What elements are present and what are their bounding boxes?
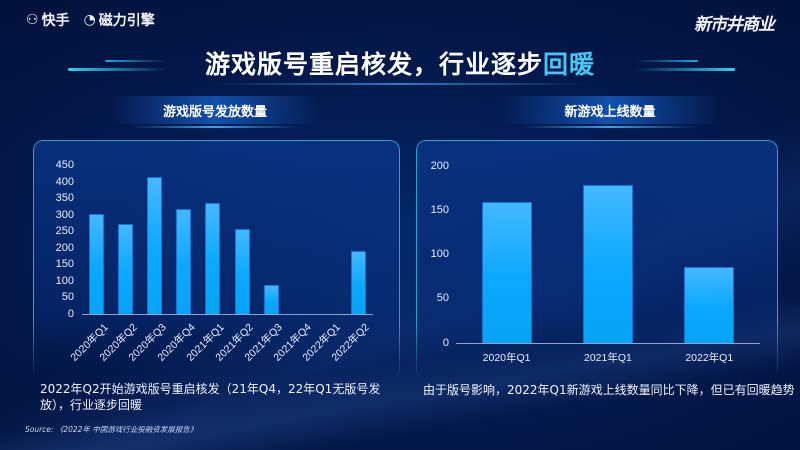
- chart-bar: [481, 201, 532, 343]
- x-axis-line: [82, 314, 373, 315]
- y-axis-tick-label: 350: [55, 192, 74, 205]
- chart-bar: [89, 214, 105, 314]
- y-axis-tick-label: 200: [430, 159, 449, 172]
- y-axis-tick-label: 200: [55, 241, 74, 254]
- chart-bar: [263, 285, 279, 314]
- chart-bar: [147, 177, 163, 314]
- y-axis-tick-label: 150: [55, 258, 74, 271]
- cili-engine-logo-label: 磁力引擎: [98, 13, 155, 29]
- kuaishou-logo-icon: ⚇: [26, 12, 39, 28]
- corner-brand-logo: 新市井商业: [694, 15, 775, 35]
- right-chart-heading: 新游戏上线数量: [500, 96, 720, 128]
- chart-bar: [583, 185, 633, 343]
- cili-engine-logo-icon: ◔: [83, 12, 96, 28]
- y-axis-tick-label: 100: [430, 248, 449, 261]
- x-axis-category-label: 2020年Q1: [482, 351, 531, 364]
- cili-engine-logo: ◔ 磁力引擎: [84, 10, 155, 30]
- y-axis-tick-label: 150: [430, 203, 449, 216]
- y-axis-tick-label: 50: [61, 291, 74, 304]
- y-axis-tick-label: 0: [67, 308, 74, 320]
- chart-bar: [350, 251, 366, 314]
- y-axis-tick-label: 50: [436, 292, 449, 305]
- x-axis-line: [456, 342, 760, 344]
- y-axis-tick-label: 0: [442, 336, 449, 349]
- page-title-main: 游戏版号重启核发，行业逐步: [204, 50, 543, 79]
- title-decoration-line: [105, 60, 167, 62]
- chart-bar: [684, 266, 735, 343]
- title-decoration-line: [68, 68, 168, 71]
- y-axis-tick-label: 450: [55, 159, 74, 171]
- page-title-accent: 回暖: [543, 50, 596, 79]
- right-chart-caption: 由于版号影响，2022年Q1新游戏上线数量同比下降，但已有回暖趋势: [423, 383, 795, 397]
- page-title: 游戏版号重启核发，行业逐步回暖: [0, 45, 800, 81]
- y-axis-tick-label: 250: [55, 225, 74, 238]
- x-axis-category-label: 2021年Q1: [584, 351, 632, 364]
- y-axis-tick-label: 100: [55, 274, 74, 287]
- y-axis-tick-label: 400: [55, 175, 74, 188]
- title-decoration-line: [635, 68, 735, 71]
- y-axis-tick-label: 300: [55, 208, 74, 221]
- title-underline: [210, 83, 590, 85]
- brand-logos: ⚇ 快手 ◔ 磁力引擎: [26, 10, 155, 30]
- page-title-block: 游戏版号重启核发，行业逐步回暖: [0, 45, 800, 85]
- chart-bar: [234, 228, 250, 314]
- title-decoration-line: [635, 60, 698, 62]
- x-axis-category-label: 2022年Q1: [685, 351, 734, 364]
- chart-bar: [176, 208, 192, 314]
- left-chart-heading: 游戏版号发放数量: [110, 96, 320, 128]
- left-chart-caption: 2022年Q2开始游戏版号重启核发（21年Q4，22年Q1无版号发放），行业逐步…: [40, 382, 381, 412]
- source-note: Source: 《2022年 中国游戏行业投融资发展报告》: [25, 425, 198, 434]
- chart-bar: [205, 203, 221, 314]
- kuaishou-logo: ⚇ 快手: [26, 10, 70, 30]
- kuaishou-logo-label: 快手: [41, 13, 70, 29]
- chart-bar: [118, 224, 134, 314]
